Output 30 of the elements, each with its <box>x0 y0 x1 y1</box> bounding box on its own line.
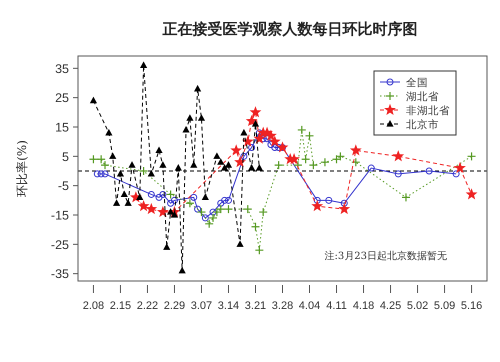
legend-label: 北京市 <box>406 118 439 131</box>
y-tick-label: 25 <box>55 91 70 106</box>
x-tick-label: 4.25 <box>380 300 402 312</box>
x-tick-label: 5.02 <box>406 300 428 312</box>
y-tick-label: -5 <box>58 179 70 194</box>
x-tick-label: 2.08 <box>82 300 104 312</box>
x-tick-label: 2.29 <box>164 300 186 312</box>
x-tick-label: 3.14 <box>218 300 240 312</box>
annotation: 注:3月23日起北京数据暂无 <box>324 251 447 262</box>
x-tick-label: 5.16 <box>460 300 482 312</box>
title: 正在接受医学观察人数每日环比时序图 <box>162 20 418 38</box>
x-tick-label: 5.09 <box>434 300 456 312</box>
x-tick-label: 2.15 <box>110 300 132 312</box>
x-tick-label: 4.11 <box>326 300 347 312</box>
x-tick-label: 3.21 <box>244 300 266 312</box>
x-tick-label: 4.04 <box>298 300 320 312</box>
legend-label: 湖北省 <box>406 90 439 103</box>
x-tick-label: 4.18 <box>352 300 374 312</box>
x-tick-label: 3.07 <box>190 300 212 312</box>
ylabel: 环比率(%) <box>15 140 29 197</box>
y-tick-label: 15 <box>55 120 70 134</box>
x-tick-label: 3.28 <box>272 300 294 312</box>
x-tick-label: 2.22 <box>136 300 158 312</box>
legend-label: 非湖北省 <box>406 104 450 117</box>
y-tick-label: 5 <box>62 150 70 164</box>
y-tick-label: 35 <box>55 62 70 76</box>
legend-label: 全国 <box>406 77 428 89</box>
y-tick-label: -25 <box>50 238 70 252</box>
y-tick-label: -35 <box>50 267 70 282</box>
y-tick-label: -15 <box>50 208 70 222</box>
